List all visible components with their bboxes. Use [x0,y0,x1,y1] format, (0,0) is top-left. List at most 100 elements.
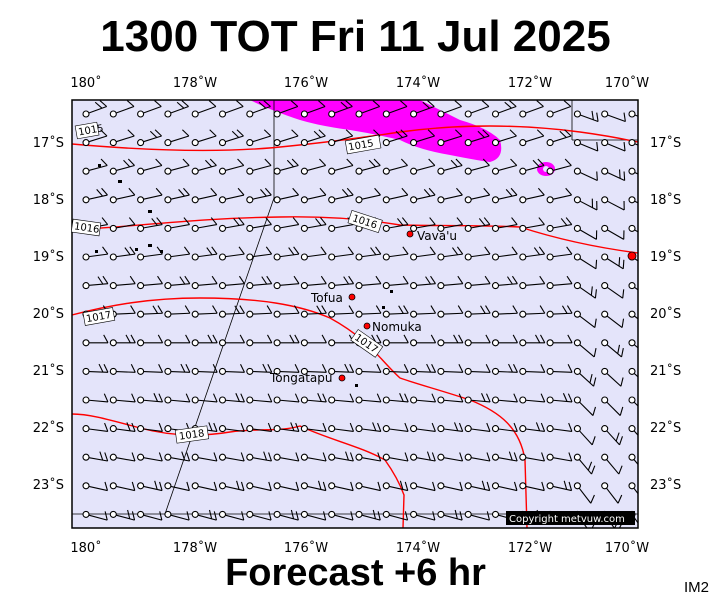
lat-label: 19˚S [33,249,64,265]
wind-barb [601,339,624,358]
wind-barb [546,275,573,290]
wind-barb [464,480,491,492]
wind-barb [573,367,597,387]
wind-barb [601,110,626,123]
wind-barb [382,364,409,375]
wind-barb [355,158,381,175]
isobar-1015 [72,125,638,152]
wind-barb [573,425,596,446]
wind-barb [137,187,163,204]
place-tongatapu: Tongatapu [269,371,346,385]
wind-barb [355,305,382,318]
wind-barb [437,246,464,261]
wind-barb [137,393,164,404]
wind-barb [82,129,108,147]
wind-barb [246,187,272,204]
wind-barb [328,510,354,521]
wind-barb [164,363,191,375]
wind-barb [300,158,327,175]
wind-barb [410,510,436,521]
wind-barb [137,305,164,318]
wind-barb [218,217,245,232]
wind-barb [109,275,136,290]
wind-barb [410,334,437,347]
wind-barb [355,246,382,261]
wind-barb [246,363,273,375]
wind-barb [464,187,491,204]
wind-barb [628,282,638,291]
wind-barb [355,509,381,521]
wind-barb [573,282,597,299]
wind-barb [519,422,546,433]
wind-barb [491,363,518,375]
wind-barb [410,158,436,175]
wind-barb [546,187,572,204]
wind-barb [355,100,381,118]
lat-label: 21˚S [33,363,64,379]
wind-barb [328,100,353,118]
wind-barb [437,452,464,462]
wind-barb [328,363,355,375]
wind-barb [191,100,217,118]
wind-barb [601,167,626,181]
place-vavau: Vava'u [406,229,457,243]
lon-label: 180˚ [70,540,101,556]
wind-barb [82,510,108,521]
wind-barb [437,100,462,118]
wind-barb [491,334,518,347]
wind-barb [464,100,490,118]
wind-barb [437,217,463,232]
wind-barb [355,393,382,404]
wind-barb [273,422,300,433]
wind-barb [218,305,245,318]
wind-barb [246,481,272,492]
wind-barb [164,100,189,118]
product-code: IM2 [683,579,709,596]
wind-barb [109,217,136,232]
wind-barb [82,158,108,175]
place-label: Vava'u [417,229,457,243]
wind-barb [437,509,463,521]
lat-label: 17˚S [650,135,681,151]
wind-barb [546,334,573,347]
wind-barb [464,393,491,404]
lon-label: 176˚W [284,75,328,91]
wind-barb [137,217,163,232]
lon-labels-top: 180˚ 178˚W 176˚W 174˚W 172˚W 170˚W [70,75,649,91]
wind-barb [218,187,245,204]
wind-barb [218,510,245,521]
lon-label: 172˚W [508,75,552,91]
wind-barb [464,158,490,175]
wind-barb [628,396,638,407]
wind-barb [410,363,437,375]
wind-barb [164,158,190,175]
wind-barb [491,305,518,318]
place-label: Nomuka [372,320,422,334]
wind-barb [328,481,354,492]
wind-barb [273,217,300,232]
wind-barb [137,364,164,375]
wind-barb [355,422,382,433]
wind-barb [82,187,108,204]
wind-barb [519,129,545,147]
wind-barb [355,275,382,290]
wind-barb [382,187,409,204]
wind-barb [437,481,463,492]
wind-barb [437,393,464,404]
wind-barb [328,158,354,175]
place-label: Tongatapu [269,371,333,385]
wind-barb [491,187,518,204]
wind-barb [410,305,437,318]
isobar-label: 1015 [348,138,375,153]
wind-barb [273,334,300,347]
isobar-label: 1017 [85,310,112,325]
wind-barb [137,158,163,175]
wind-barb [246,129,272,147]
lat-label: 20˚S [33,306,64,322]
wind-barb [82,363,109,375]
wind-barb [109,393,136,404]
wind-barb [218,246,245,261]
wind-barb [191,334,218,347]
wind-barb [437,364,464,375]
